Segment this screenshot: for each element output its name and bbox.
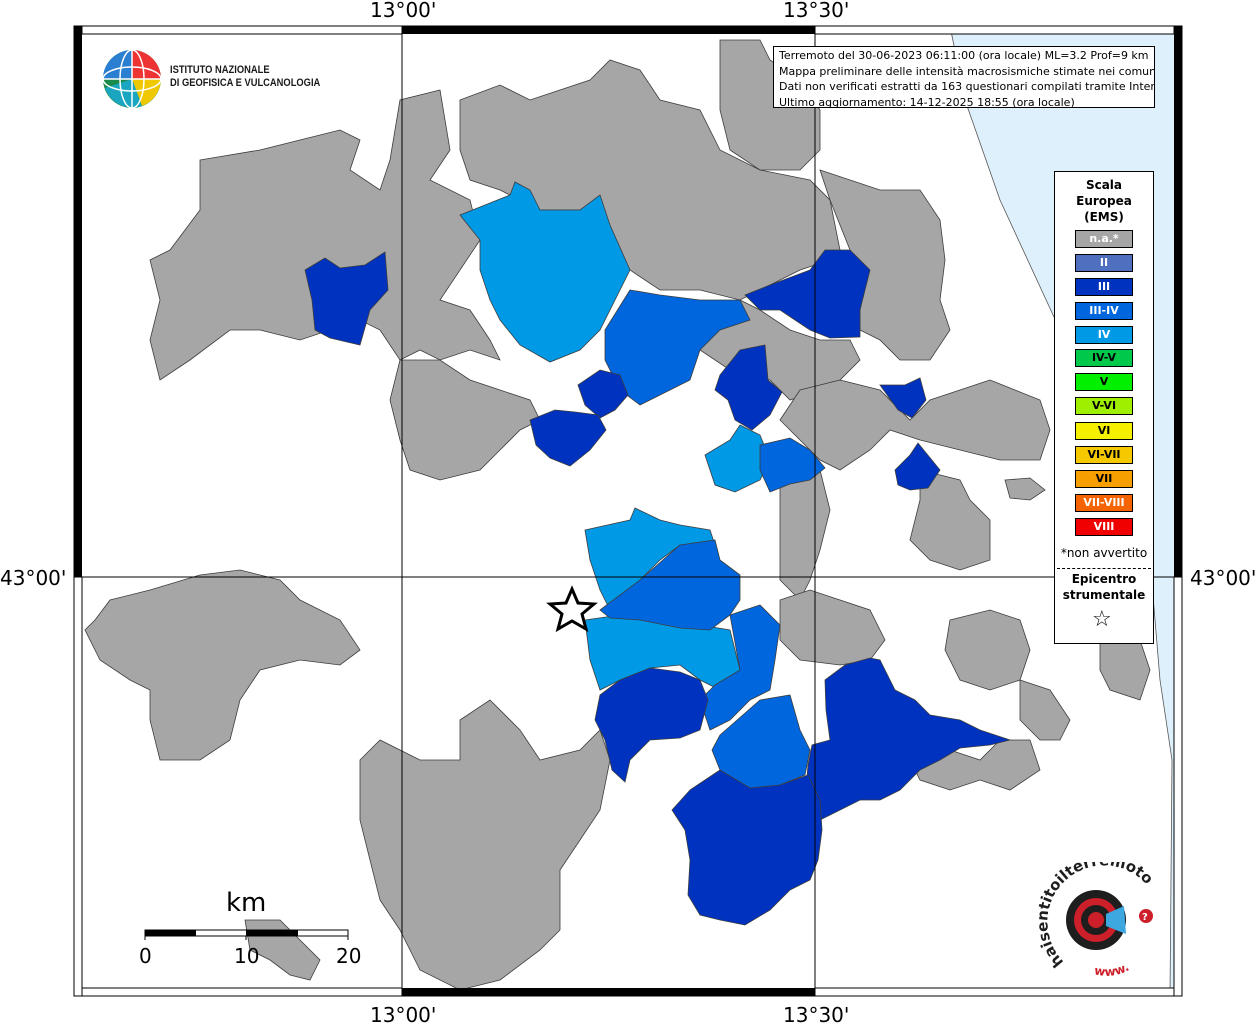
legend-epicenter-line: Epicentro xyxy=(1071,572,1137,586)
area-ems-iii xyxy=(894,442,941,491)
area-ems-iii xyxy=(714,344,783,431)
ems-legend: Scala Europea (EMS) n.a.* II III III-IV … xyxy=(1054,171,1154,644)
right-lat-label: 43°00' xyxy=(1190,566,1256,590)
legend-epicenter-label: Epicentro strumentale xyxy=(1055,571,1153,603)
area-ems-iii-iv xyxy=(759,437,826,493)
bottom-lon-label-2: 13°30' xyxy=(783,1003,850,1027)
event-info-line: Mappa preliminare delle intensità macros… xyxy=(779,64,1155,78)
area-ems-iii xyxy=(804,657,1012,821)
scale-bar xyxy=(144,929,349,940)
legend-item-iii: III xyxy=(1075,278,1133,296)
event-info-line: Dati non verificati estratti da 163 ques… xyxy=(779,80,1155,93)
area-na xyxy=(1004,477,1046,501)
legend-item-viii: VIII xyxy=(1075,518,1133,536)
legend-item-v: V xyxy=(1075,373,1133,391)
legend-item-vii-viii: VII-VIII xyxy=(1075,494,1133,512)
area-ems-iii xyxy=(671,769,823,926)
legend-item-v-vi: V-VI xyxy=(1075,397,1133,415)
legend-item-vii: VII xyxy=(1075,470,1133,488)
ingv-name-line2: DI GEOFISICA E VULCANOLOGIA xyxy=(170,77,321,89)
area-na xyxy=(84,569,361,761)
area-ems-iii-iv xyxy=(604,289,751,406)
legend-item-vi: VI xyxy=(1075,422,1133,440)
top-lon-label-2: 13°30' xyxy=(783,0,850,22)
area-ems-iii xyxy=(744,249,871,339)
legend-item-iv-v: IV-V xyxy=(1075,349,1133,367)
legend-separator xyxy=(1057,568,1151,569)
event-info-line: Terremoto del 30-06-2023 06:11:00 (ora l… xyxy=(779,49,1149,62)
legend-item-na: n.a.* xyxy=(1075,230,1133,248)
legend-item-iv: IV xyxy=(1075,326,1133,344)
area-na xyxy=(359,699,611,991)
scale-unit: km xyxy=(226,888,267,918)
svg-text:?: ? xyxy=(1142,912,1148,923)
map-frame xyxy=(73,25,1183,997)
area-na xyxy=(779,469,831,601)
area-ems-iii-iv xyxy=(711,694,811,791)
area-ems-iv xyxy=(459,181,631,363)
area-ems-iii xyxy=(594,667,709,783)
area-na xyxy=(779,589,886,666)
left-lat-label: 43°00' xyxy=(0,566,67,590)
ingv-name: ISTITUTO NAZIONALE DI GEOFISICA E VULCAN… xyxy=(170,64,320,90)
area-ems-iii xyxy=(577,369,629,419)
hai-sentito-logo: ? haisentitoilterremoto.it www. xyxy=(1034,862,1157,979)
area-na xyxy=(149,89,501,381)
scale-tick-label: 10 xyxy=(234,944,260,968)
legend-item-ii: II xyxy=(1075,254,1133,272)
area-ems-iii xyxy=(879,377,927,419)
legend-item-iii-iv: III-IV xyxy=(1075,302,1133,320)
area-ems-iii-iv xyxy=(699,604,781,731)
area-ems-iii xyxy=(529,409,607,467)
event-info-line: Ultimo aggiornamento: 14-12-2025 18:55 (… xyxy=(779,95,1075,108)
area-na xyxy=(1019,679,1071,741)
legend-title: Scala Europea (EMS) xyxy=(1055,177,1153,225)
ingv-globe-logo xyxy=(102,49,162,109)
legend-title-line: Scala xyxy=(1085,178,1123,192)
legend-note: *non avvertito xyxy=(1060,546,1148,560)
area-na xyxy=(719,39,821,171)
event-info-box: Terremoto del 30-06-2023 06:11:00 (ora l… xyxy=(773,46,1155,108)
scale-tick-label: 20 xyxy=(336,944,362,968)
scale-tick-label: 0 xyxy=(139,944,152,968)
top-lon-label-1: 13°00' xyxy=(370,0,437,22)
legend-title-line: Europea xyxy=(1076,194,1132,208)
epicenter-star xyxy=(546,585,598,633)
legend-epicenter-line: strumentale xyxy=(1062,588,1146,602)
area-na xyxy=(909,469,991,571)
area-ems-iii-iv xyxy=(599,539,741,631)
area-ems-iii xyxy=(304,251,389,346)
svg-text:www.: www. xyxy=(1093,960,1131,979)
legend-item-vi-vii: VI-VII xyxy=(1075,446,1133,464)
legend-title-line: (EMS) xyxy=(1084,210,1124,224)
bottom-lon-label-1: 13°00' xyxy=(370,1003,437,1027)
legend-star-icon: ☆ xyxy=(1092,607,1112,632)
ingv-name-line1: ISTITUTO NAZIONALE xyxy=(170,64,270,76)
graticule xyxy=(74,26,1182,996)
